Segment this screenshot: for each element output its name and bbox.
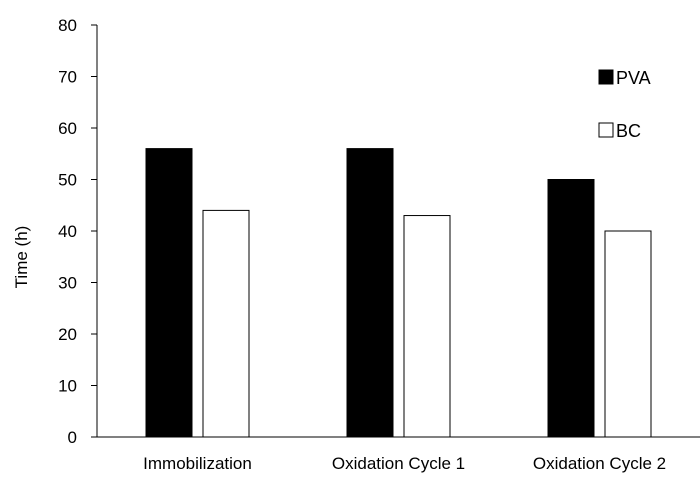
y-tick-label: 10 — [58, 377, 77, 396]
bar-pva-immobilization — [145, 148, 193, 438]
legend-label-pva: PVA — [616, 68, 651, 88]
legend-swatch-pva — [598, 69, 614, 85]
bar-bc-immobilization — [202, 209, 250, 438]
legend-swatch-bc — [598, 122, 614, 138]
y-tick-label: 80 — [58, 16, 77, 35]
y-tick-label: 50 — [58, 171, 77, 190]
legend-label-bc: BC — [616, 121, 641, 141]
x-category-label: Oxidation Cycle 1 — [332, 454, 465, 473]
y-tick-label: 0 — [68, 428, 77, 447]
y-tick-label: 40 — [58, 222, 77, 241]
y-tick-label: 70 — [58, 68, 77, 87]
bar-bc-oxidation-cycle-2 — [604, 230, 652, 438]
y-axis-title: Time (h) — [12, 226, 31, 289]
y-tick-label: 20 — [58, 325, 77, 344]
x-category-label: Immobilization — [143, 454, 252, 473]
x-axis: Immobilization Oxidation Cycle 1 Oxidation… — [97, 436, 700, 473]
y-tick-label: 60 — [58, 119, 77, 138]
y-axis: 0 10 20 30 40 50 60 70 80 — [58, 16, 98, 447]
legend: PVA BC — [598, 68, 651, 141]
bar-pva-oxidation-cycle-2 — [547, 179, 595, 438]
y-tick-label: 30 — [58, 274, 77, 293]
bar-pva-oxidation-cycle-1 — [346, 148, 394, 438]
bars-group — [145, 148, 652, 438]
x-category-label: Oxidation Cycle 2 — [533, 454, 666, 473]
bar-bc-oxidation-cycle-1 — [403, 215, 451, 438]
